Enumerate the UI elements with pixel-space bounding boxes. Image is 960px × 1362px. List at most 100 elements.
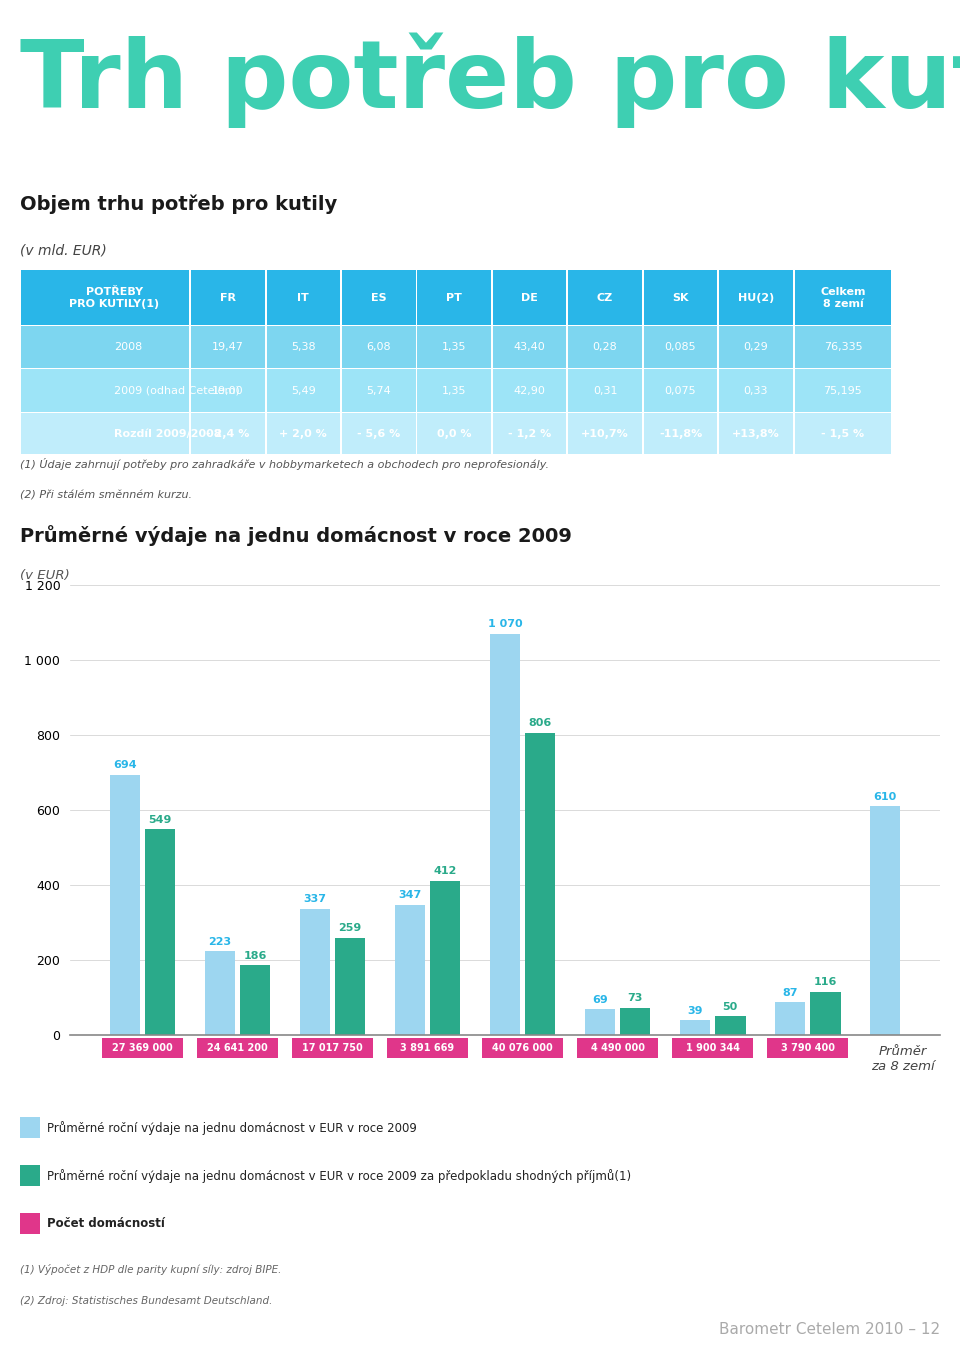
Text: 50: 50	[723, 1001, 738, 1012]
Text: 87: 87	[782, 987, 798, 998]
Text: 3 891 669: 3 891 669	[400, 1043, 455, 1053]
FancyBboxPatch shape	[102, 1038, 182, 1058]
Text: 73: 73	[628, 993, 643, 1004]
Text: (1) Výpočet z HDP dle parity kupní síly: zdroj BIPE.: (1) Výpočet z HDP dle parity kupní síly:…	[20, 1264, 281, 1275]
Text: 0,31: 0,31	[593, 385, 617, 396]
Text: - 2,4 %: - 2,4 %	[206, 429, 250, 439]
Bar	[240, 966, 270, 1035]
Text: -11,8%: -11,8%	[659, 429, 702, 439]
Text: 2008: 2008	[114, 342, 142, 353]
Bar	[418, 270, 492, 324]
Text: Trh potřeb pro kutily: Trh potřeb pro kutily	[20, 33, 960, 128]
Bar	[870, 806, 900, 1035]
Bar	[395, 904, 425, 1035]
Text: 0,28: 0,28	[592, 342, 617, 353]
Text: - 5,6 %: - 5,6 %	[357, 429, 400, 439]
FancyBboxPatch shape	[292, 1038, 372, 1058]
Text: 4 490 000: 4 490 000	[590, 1043, 645, 1053]
Bar	[620, 1008, 651, 1035]
Bar	[490, 633, 520, 1035]
Bar	[644, 413, 717, 455]
Bar	[568, 270, 642, 324]
Text: Barometr Cetelem 2010 – 12: Barometr Cetelem 2010 – 12	[719, 1323, 940, 1337]
Text: 694: 694	[113, 760, 136, 771]
FancyBboxPatch shape	[672, 1038, 753, 1058]
Text: IT: IT	[298, 293, 309, 302]
Bar	[109, 775, 140, 1035]
Text: 5,49: 5,49	[291, 385, 316, 396]
Bar	[267, 369, 340, 411]
Text: ES: ES	[371, 293, 387, 302]
Bar	[342, 369, 416, 411]
Text: 6,08: 6,08	[367, 342, 391, 353]
Text: POTŘEBY
PRO KUTILY(1): POTŘEBY PRO KUTILY(1)	[69, 287, 159, 309]
Text: 806: 806	[529, 718, 552, 729]
Text: (v mld. EUR): (v mld. EUR)	[20, 244, 107, 257]
Bar	[525, 733, 556, 1035]
Text: (2) Zdroj: Statistisches Bundesamt Deutschland.: (2) Zdroj: Statistisches Bundesamt Deuts…	[20, 1297, 273, 1306]
Bar	[492, 326, 566, 368]
Bar	[430, 880, 461, 1035]
FancyBboxPatch shape	[767, 1038, 849, 1058]
FancyBboxPatch shape	[577, 1038, 658, 1058]
Bar	[585, 1009, 615, 1035]
Text: +13,8%: +13,8%	[732, 429, 780, 439]
Bar	[21, 270, 189, 324]
Text: - 1,5 %: - 1,5 %	[822, 429, 865, 439]
Bar	[342, 413, 416, 455]
Text: Průměrné roční výdaje na jednu domácnost v EUR v roce 2009: Průměrné roční výdaje na jednu domácnost…	[47, 1121, 417, 1135]
Bar	[191, 369, 265, 411]
Bar	[20, 1166, 39, 1186]
Bar	[719, 270, 793, 324]
Text: 19,47: 19,47	[212, 342, 244, 353]
Text: 1,35: 1,35	[442, 342, 467, 353]
Text: 42,90: 42,90	[514, 385, 545, 396]
Bar	[418, 326, 492, 368]
FancyBboxPatch shape	[387, 1038, 468, 1058]
Bar	[342, 270, 416, 324]
Text: 347: 347	[398, 891, 421, 900]
Text: Počet domácností: Počet domácností	[47, 1218, 165, 1230]
Bar	[191, 413, 265, 455]
Text: 5,74: 5,74	[367, 385, 391, 396]
Bar	[795, 270, 891, 324]
Text: (v EUR): (v EUR)	[20, 569, 70, 582]
Text: DE: DE	[521, 293, 539, 302]
Bar	[21, 413, 189, 455]
Bar	[191, 326, 265, 368]
Text: 75,195: 75,195	[824, 385, 862, 396]
Bar	[20, 1214, 39, 1234]
Bar	[568, 369, 642, 411]
Bar	[644, 326, 717, 368]
Text: 259: 259	[339, 923, 362, 933]
Text: HU(2): HU(2)	[738, 293, 774, 302]
Bar	[267, 413, 340, 455]
Bar	[810, 992, 841, 1035]
Bar	[719, 369, 793, 411]
Text: 610: 610	[874, 791, 897, 802]
Text: 0,075: 0,075	[664, 385, 696, 396]
Text: 337: 337	[303, 893, 326, 904]
Bar	[680, 1020, 710, 1035]
Text: CZ: CZ	[597, 293, 613, 302]
Bar	[492, 270, 566, 324]
Text: 223: 223	[208, 937, 231, 947]
FancyBboxPatch shape	[482, 1038, 563, 1058]
Bar	[492, 413, 566, 455]
Text: 186: 186	[243, 951, 267, 960]
Text: 39: 39	[687, 1007, 703, 1016]
Bar	[719, 326, 793, 368]
Text: 0,33: 0,33	[744, 385, 768, 396]
Text: (2) Při stálém směnném kurzu.: (2) Při stálém směnném kurzu.	[20, 490, 192, 500]
Text: Průměrné výdaje na jednu domácnost v roce 2009: Průměrné výdaje na jednu domácnost v roc…	[20, 524, 572, 546]
Bar	[644, 369, 717, 411]
Bar	[191, 270, 265, 324]
Text: 43,40: 43,40	[514, 342, 545, 353]
Bar	[21, 326, 189, 368]
Text: 24 641 200: 24 641 200	[207, 1043, 268, 1053]
Bar	[204, 952, 235, 1035]
Text: 549: 549	[148, 814, 172, 824]
Bar	[715, 1016, 746, 1035]
Text: Celkem
8 zemí: Celkem 8 zemí	[820, 287, 866, 309]
Text: 3 790 400: 3 790 400	[780, 1043, 835, 1053]
